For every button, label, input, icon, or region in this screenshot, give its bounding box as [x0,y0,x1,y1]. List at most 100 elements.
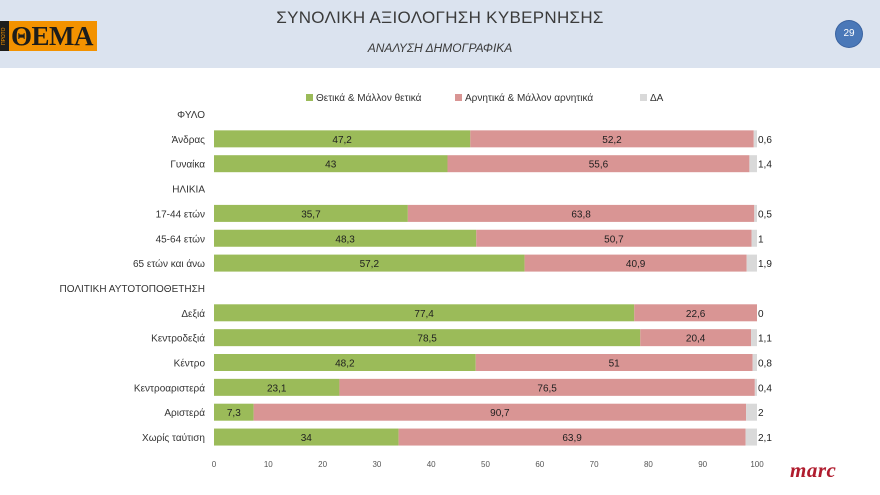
legend-swatch [455,94,462,101]
legend-label: Θετικά & Μάλλον θετικά [316,92,422,104]
x-tick-label: 80 [644,460,653,469]
bar-segment [749,155,757,173]
bar-segment [214,354,476,371]
category-label: Δεξιά [181,308,205,320]
data-label: 7,3 [227,408,241,419]
data-label: 51 [609,359,621,370]
data-label: 0,4 [758,383,772,394]
x-tick-label: 0 [212,460,217,469]
bar-segment [751,329,757,347]
bar-segment [447,155,750,173]
data-label: 52,2 [602,135,622,146]
data-label: 55,6 [589,160,609,171]
data-label: 1,1 [758,334,772,345]
bar-segment [407,204,755,222]
bar-segment [634,304,757,322]
bar-segment [524,254,747,272]
bar-segment [214,254,525,272]
legend-swatch [306,94,313,101]
x-tick-label: 100 [750,460,764,469]
category-label: Κέντρο [174,358,206,370]
page-title: ΣΥΝΟΛΙΚΗ ΑΞΙΟΛΟΓΗΣΗ ΚΥΒΕΡΝΗΣΗΣ [276,8,604,27]
x-tick-label: 20 [318,460,327,469]
bar-segment [746,403,757,421]
page-subtitle: ΑΝΑΛΥΣΗ ΔΗΜΟΓΡΑΦΙΚΑ [367,41,513,55]
data-label: 23,1 [267,383,287,394]
group-label: ΦΥΛΟ [177,110,205,121]
data-label: 20,4 [686,334,706,345]
x-tick-label: 40 [427,460,436,469]
data-label: 34 [301,433,313,444]
data-label: 57,2 [360,259,380,270]
legend-label: ΔΑ [650,93,664,104]
x-tick-label: 90 [698,460,707,469]
data-label: 43 [325,160,337,171]
group-label: ΠΟΛΙΤΙΚΗ ΑΥΤΟΤΟΠΟΘΕΤΗΣΗ [60,284,205,295]
category-label: Αριστερά [164,407,205,419]
data-label: 47,2 [332,135,352,146]
bar-segment [470,130,754,148]
bar-segment [751,229,757,247]
data-label: 63,9 [562,433,582,444]
data-label: 2 [758,408,764,419]
x-tick-label: 50 [481,460,490,469]
category-label: Κεντροδεξιά [151,333,205,345]
data-label: 1 [758,234,764,245]
category-label: 17-44 ετών [156,208,205,220]
x-tick-label: 60 [535,460,544,469]
data-label: 90,7 [490,408,510,419]
data-label: 1,4 [758,160,772,171]
bar-segment [339,378,755,396]
theme-logo: ΠΡΩΤΟ ΘΕΜΑ [0,21,97,51]
bar-segment [214,130,471,148]
bar-segment [214,229,477,247]
bar-segment [214,329,641,347]
bar-segment [214,155,448,173]
data-label: 50,7 [604,234,624,245]
data-label: 2,1 [758,433,772,444]
bar-segment [752,354,757,371]
x-tick-label: 10 [264,460,273,469]
marc-logo: marc [790,458,837,482]
bar-segment [753,130,757,148]
category-label: Άνδρας [172,135,206,146]
x-tick-label: 70 [590,460,599,469]
data-label: 0,6 [758,135,772,146]
category-label: Γυναίκα [170,159,205,171]
page-number-badge: 29 [836,21,862,47]
bar-segment [253,403,747,421]
x-tick-label: 30 [372,460,381,469]
bar-segment [398,428,746,446]
category-label: Χωρίς ταύτιση [142,432,205,444]
bar-segment [214,403,254,421]
data-label: 22,6 [686,309,706,320]
category-label: 45-64 ετών [156,233,205,245]
category-label: 65 ετών και άνω [133,258,205,270]
bar-segment [745,428,757,446]
bar-segment [476,229,752,247]
data-label: 0,5 [758,209,772,220]
data-label: 78,5 [417,334,437,345]
bar-segment [746,254,757,272]
data-label: 77,4 [414,309,434,320]
legend-label: Αρνητικά & Μάλλον αρνητικά [465,92,593,104]
logo-text: ΘΕΜΑ [11,21,94,51]
group-label: ΗΛΙΚΙΑ [172,185,205,196]
data-label: 0 [758,309,764,320]
bar-segment [214,378,340,396]
data-label: 1,9 [758,259,772,270]
bar-segment [475,354,753,371]
data-label: 0,8 [758,359,772,370]
data-label: 76,5 [537,383,557,394]
bar-segment [640,329,752,347]
category-label: Κεντροαριστερά [134,382,205,394]
bar-segment [214,304,635,322]
data-label: 48,3 [335,234,355,245]
data-label: 35,7 [301,209,321,220]
data-label: 40,9 [626,259,646,270]
bar-segment [214,428,399,446]
bar-segment [754,204,757,222]
bar-segment [214,204,408,222]
legend-swatch [640,94,647,101]
